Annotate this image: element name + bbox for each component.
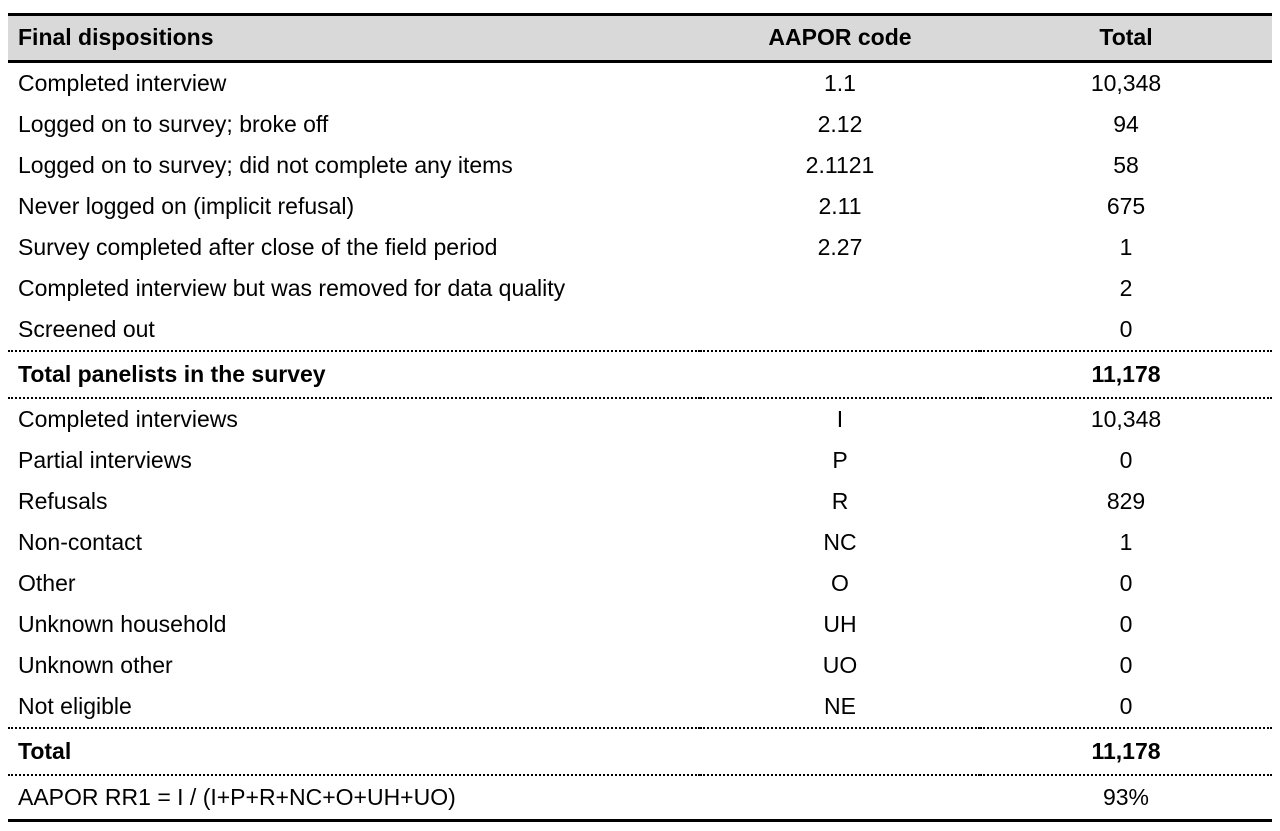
table-row: Other O 0 <box>8 563 1272 604</box>
aapor-code-value: O <box>831 570 849 596</box>
header-aapor-code: AAPOR code <box>768 24 912 50</box>
table-row: Partial interviews P 0 <box>8 440 1272 481</box>
total-value: 0 <box>1119 693 1133 719</box>
aapor-code-value: 2.12 <box>817 111 863 137</box>
table-body: Completed interview 1.1 10,348 Logged on… <box>8 62 1272 821</box>
table-row: Logged on to survey; did not complete an… <box>8 145 1272 186</box>
total-value: 10,348 <box>1090 70 1162 96</box>
table-row: Not eligible NE 0 <box>8 686 1272 728</box>
disposition-label: Other <box>18 570 76 596</box>
table-row: Unknown other UO 0 <box>8 645 1272 686</box>
table-row: Completed interviews I 10,348 <box>8 398 1272 440</box>
aapor-code-value <box>700 268 980 309</box>
total-value: 10,348 <box>1090 406 1162 432</box>
table-row: Screened out 0 <box>8 309 1272 351</box>
aapor-code-value: P <box>832 447 848 473</box>
disposition-label: Unknown household <box>18 611 227 637</box>
aapor-code-value: UH <box>823 611 857 637</box>
aapor-code-value <box>700 728 980 775</box>
disposition-label: Not eligible <box>18 693 132 719</box>
disposition-label: Never logged on (implicit refusal) <box>18 193 355 219</box>
aapor-code-value <box>700 775 980 821</box>
disposition-label: Partial interviews <box>18 447 192 473</box>
total-value: 829 <box>1106 488 1146 514</box>
aapor-code-value: 1.1 <box>824 70 856 96</box>
total-value: 0 <box>1119 652 1133 678</box>
disposition-label: Total <box>18 738 72 764</box>
table-row: Unknown household UH 0 <box>8 604 1272 645</box>
total-value: 11,178 <box>1091 738 1161 764</box>
header-row: Final dispositions AAPOR code Total <box>8 14 1272 62</box>
disposition-label: Logged on to survey; did not complete an… <box>18 152 513 178</box>
table-row: Survey completed after close of the fiel… <box>8 227 1272 268</box>
disposition-label: Completed interview <box>18 70 227 96</box>
table-row: Completed interview 1.1 10,348 <box>8 62 1272 105</box>
total-value: 0 <box>1119 447 1133 473</box>
total-value: 58 <box>1113 152 1139 178</box>
final-dispositions-table: Final dispositions AAPOR code Total Comp… <box>8 13 1272 822</box>
disposition-label: Logged on to survey; broke off <box>18 111 329 137</box>
total-value: 93% <box>1102 784 1150 810</box>
table-row: Completed interview but was removed for … <box>8 268 1272 309</box>
table-row: Refusals R 829 <box>8 481 1272 522</box>
aapor-code-value: 2.27 <box>817 234 863 260</box>
aapor-code-value <box>700 351 980 398</box>
table-row: Total panelists in the survey 11,178 <box>8 351 1272 398</box>
disposition-label: Screened out <box>18 316 155 342</box>
disposition-label: Non-contact <box>18 529 143 555</box>
aapor-code-value: 2.11 <box>818 193 862 219</box>
total-value: 94 <box>1113 111 1139 137</box>
table-row: Non-contact NC 1 <box>8 522 1272 563</box>
total-value: 675 <box>1106 193 1146 219</box>
aapor-code-value: NC <box>823 529 857 555</box>
disposition-label: Unknown other <box>18 652 173 678</box>
disposition-label: Refusals <box>18 488 108 514</box>
aapor-code-value: 2.1121 <box>805 152 875 178</box>
disposition-label: Survey completed after close of the fiel… <box>18 234 498 260</box>
table-row: Total 11,178 <box>8 728 1272 775</box>
aapor-code-value: I <box>836 406 844 432</box>
table-row: Logged on to survey; broke off 2.12 94 <box>8 104 1272 145</box>
table-row: AAPOR RR1 = I / (I+P+R+NC+O+UH+UO) 93% <box>8 775 1272 821</box>
dispositions-table-container: Final dispositions AAPOR code Total Comp… <box>8 13 1272 822</box>
disposition-label: Completed interviews <box>18 406 238 432</box>
disposition-label: AAPOR RR1 = I / (I+P+R+NC+O+UH+UO) <box>18 784 456 810</box>
table-row: Never logged on (implicit refusal) 2.11 … <box>8 186 1272 227</box>
header-final-dispositions: Final dispositions <box>18 24 214 50</box>
total-value: 1 <box>1119 234 1133 260</box>
total-value: 11,178 <box>1091 361 1161 387</box>
total-value: 2 <box>1119 275 1133 301</box>
total-value: 0 <box>1119 316 1133 342</box>
header-total: Total <box>1099 24 1153 50</box>
aapor-code-value: R <box>831 488 849 514</box>
aapor-code-value: UO <box>822 652 858 678</box>
total-value: 0 <box>1119 611 1133 637</box>
total-value: 1 <box>1119 529 1133 555</box>
aapor-code-value <box>700 309 980 351</box>
aapor-code-value: NE <box>824 693 856 719</box>
disposition-label: Total panelists in the survey <box>18 361 326 387</box>
total-value: 0 <box>1119 570 1133 596</box>
table-header: Final dispositions AAPOR code Total <box>8 14 1272 62</box>
disposition-label: Completed interview but was removed for … <box>18 275 566 301</box>
